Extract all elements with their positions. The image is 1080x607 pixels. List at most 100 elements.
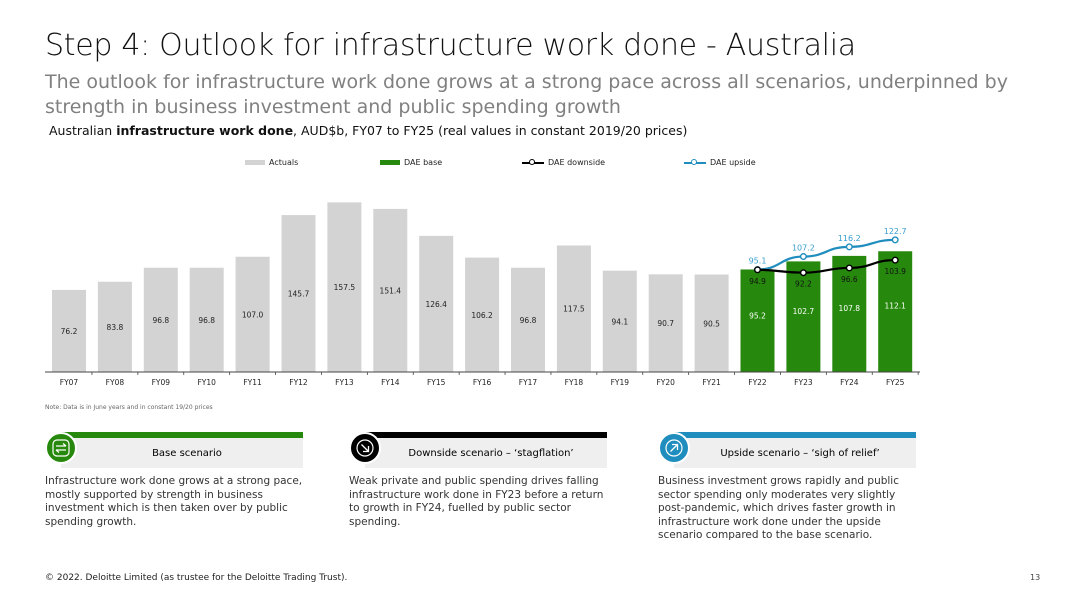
x-tick-label-FY23: FY23 xyxy=(794,378,813,387)
bar-actuals-FY14 xyxy=(373,208,408,372)
legend-downside-line xyxy=(522,158,544,165)
x-tick-label-FY17: FY17 xyxy=(519,378,538,387)
infrastructure-chart: 76.2 83.8 96.8 96.8 107.0 145.7 157.5 151.4 126.… xyxy=(45,202,920,387)
footer-copyright: © 2022. Deloitte Limited (as trustee for… xyxy=(45,573,348,583)
downside-scenario-text: Weak private and public spending drives … xyxy=(349,475,604,528)
bar-actuals-FY10 xyxy=(189,267,224,372)
arrow-up-right-icon xyxy=(658,432,690,464)
legend-base-label: DAE base xyxy=(404,158,443,167)
bar-actuals-FY09 xyxy=(143,267,178,372)
bar-actuals-FY08 xyxy=(97,281,132,372)
legend-downside: DAE downside xyxy=(522,158,605,167)
bar-label-actuals-FY13: 157.5 xyxy=(334,283,356,292)
legend-base: DAE base xyxy=(380,158,442,167)
legend-base-swatch xyxy=(380,160,400,165)
bar-label-actuals-FY08: 83.8 xyxy=(107,323,124,332)
downside-scenario-card: Downside scenario – ‘stagflation’ Weak p… xyxy=(349,432,607,529)
label-downside-FY22: 94.9 xyxy=(749,277,766,286)
base-scenario-title: Base scenario xyxy=(152,447,222,459)
x-tick-label-FY08: FY08 xyxy=(106,378,125,387)
point-downside-FY24 xyxy=(845,264,853,272)
label-downside-FY24: 96.6 xyxy=(841,275,858,284)
bar-label-actuals-FY19: 94.1 xyxy=(611,317,628,326)
bar-label-actuals-FY12: 145.7 xyxy=(288,290,310,299)
bar-label-base-FY22: 95.2 xyxy=(749,312,766,321)
bar-label-actuals-FY21: 90.5 xyxy=(703,319,720,328)
label-upside-FY24: 116.2 xyxy=(838,234,861,243)
bar-base-FY25 xyxy=(878,251,913,372)
bar-base-FY23 xyxy=(786,261,821,372)
x-tick-label-FY14: FY14 xyxy=(381,378,400,387)
bar-actuals-FY17 xyxy=(511,267,545,372)
legend-upside-label: DAE upside xyxy=(710,158,756,167)
x-tick-label-FY21: FY21 xyxy=(702,378,721,387)
line-downside xyxy=(757,259,896,274)
bar-base-FY22 xyxy=(740,269,775,372)
legend-actuals-swatch xyxy=(245,160,265,165)
downside-scenario-title: Downside scenario – ‘stagflation’ xyxy=(408,447,574,459)
x-tick-label-FY16: FY16 xyxy=(473,378,492,387)
bar-label-actuals-FY07: 76.2 xyxy=(61,327,78,336)
chart-note: Note: Data is in June years and in const… xyxy=(45,404,213,411)
upside-scenario-title: Upside scenario – ‘sigh of relief’ xyxy=(720,447,880,459)
chart-caption-bold: infrastructure work done xyxy=(116,123,294,138)
x-tick-label-FY24: FY24 xyxy=(840,378,859,387)
bar-label-actuals-FY09: 96.8 xyxy=(152,316,169,325)
page-subtitle: The outlook for infrastructure work done… xyxy=(45,71,1008,118)
x-tick-label-FY19: FY19 xyxy=(611,378,630,387)
page-title: Step 4: Outlook for infrastructure work … xyxy=(45,28,856,63)
bar-label-base-FY25: 112.1 xyxy=(884,302,906,311)
chart-caption-suffix: , AUD$b, FY07 to FY25 (real values in co… xyxy=(293,123,688,138)
label-upside-FY23: 107.2 xyxy=(792,244,815,253)
base-scenario-card: Base scenario Infrastructure work done g… xyxy=(45,432,303,529)
x-tick-label-FY18: FY18 xyxy=(565,378,584,387)
x-tick-label-FY11: FY11 xyxy=(243,378,262,387)
arrows-exchange-icon xyxy=(45,432,77,464)
bar-actuals-FY15 xyxy=(419,235,454,372)
x-tick-label-FY20: FY20 xyxy=(656,378,675,387)
bar-label-actuals-FY11: 107.0 xyxy=(242,310,264,319)
x-tick-label-FY09: FY09 xyxy=(152,378,171,387)
label-downside-FY23: 92.2 xyxy=(795,280,812,289)
chart-caption-prefix: Australian xyxy=(49,123,117,138)
arrow-down-right-icon xyxy=(349,432,381,464)
bar-label-actuals-FY20: 90.7 xyxy=(657,319,674,328)
x-tick-label-FY07: FY07 xyxy=(60,378,79,387)
bar-label-actuals-FY17: 96.8 xyxy=(520,316,537,325)
bar-actuals-FY20 xyxy=(648,274,683,372)
x-tick-label-FY15: FY15 xyxy=(427,378,446,387)
x-tick-label-FY12: FY12 xyxy=(289,378,308,387)
bar-actuals-FY21 xyxy=(694,274,729,372)
line-upside xyxy=(757,238,896,271)
point-downside-FY22 xyxy=(754,266,762,274)
base-scenario-text: Infrastructure work done grows at a stro… xyxy=(45,475,303,528)
x-tick-label-FY10: FY10 xyxy=(197,378,216,387)
legend-actuals: Actuals xyxy=(245,158,298,167)
point-downside-FY23 xyxy=(799,269,807,277)
bar-actuals-FY18 xyxy=(556,245,591,372)
legend-actuals-label: Actuals xyxy=(269,158,299,167)
label-upside-FY25: 122.7 xyxy=(884,227,907,236)
bar-actuals-FY11 xyxy=(235,256,270,372)
label-downside-FY25: 103.9 xyxy=(884,267,906,276)
bar-label-actuals-FY15: 126.4 xyxy=(425,300,447,309)
bar-actuals-FY07 xyxy=(52,289,86,372)
chart-caption: Australian infrastructure work done, AUD… xyxy=(49,123,687,138)
bar-actuals-FY16 xyxy=(465,257,500,372)
point-upside-FY23 xyxy=(799,253,807,261)
page-number: 13 xyxy=(1030,573,1041,582)
bar-label-actuals-FY10: 96.8 xyxy=(198,316,215,325)
bar-label-actuals-FY16: 106.2 xyxy=(471,311,493,320)
x-tick-label-FY25: FY25 xyxy=(886,378,905,387)
bar-actuals-FY13 xyxy=(327,202,362,372)
upside-scenario-card: Upside scenario – ‘sigh of relief’ Busin… xyxy=(658,432,916,543)
legend-upside: DAE upside xyxy=(684,158,756,167)
label-upside-FY22: 95.1 xyxy=(749,257,767,266)
bar-actuals-FY19 xyxy=(602,270,637,372)
bar-label-base-FY24: 107.8 xyxy=(839,304,861,313)
bar-label-actuals-FY18: 117.5 xyxy=(563,305,585,314)
legend-downside-label: DAE downside xyxy=(548,158,606,167)
point-downside-FY25 xyxy=(891,256,899,264)
x-tick-label-FY22: FY22 xyxy=(748,378,767,387)
x-tick-label-FY13: FY13 xyxy=(335,378,354,387)
